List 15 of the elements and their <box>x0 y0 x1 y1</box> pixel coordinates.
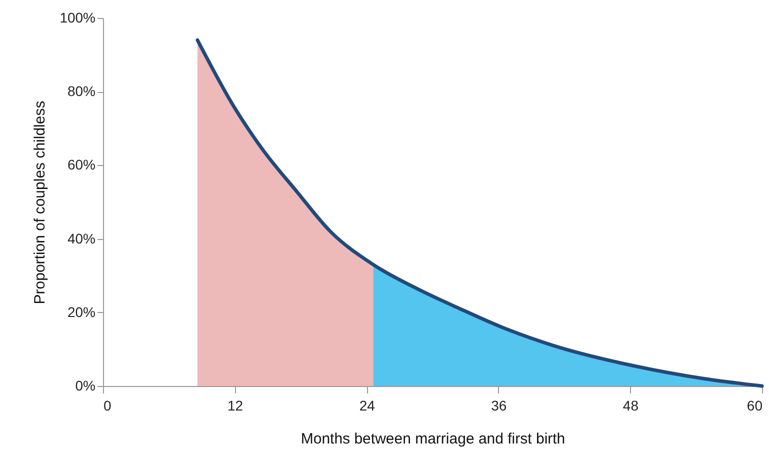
x-tick-label: 48 <box>622 398 639 414</box>
y-tick-label: 20% <box>67 304 96 320</box>
y-tick-label: 100% <box>60 10 96 26</box>
y-tick-label: 60% <box>67 156 96 173</box>
x-tick-label: 12 <box>228 398 244 414</box>
line-series <box>196 38 764 388</box>
y-tick-label: 40% <box>67 230 96 246</box>
x-tick-label: 36 <box>491 398 507 414</box>
y-tick-label: 80% <box>67 83 96 100</box>
y-tick-label: 0% <box>75 378 96 394</box>
x-tick-label: 24 <box>359 398 376 414</box>
x-tick-label: 60 <box>746 398 763 414</box>
x-axis-title: Months between marriage and first birth <box>300 430 566 448</box>
y-axis-title: Proportion of couples childless <box>32 100 49 304</box>
x-tick-label: 0 <box>104 398 112 414</box>
